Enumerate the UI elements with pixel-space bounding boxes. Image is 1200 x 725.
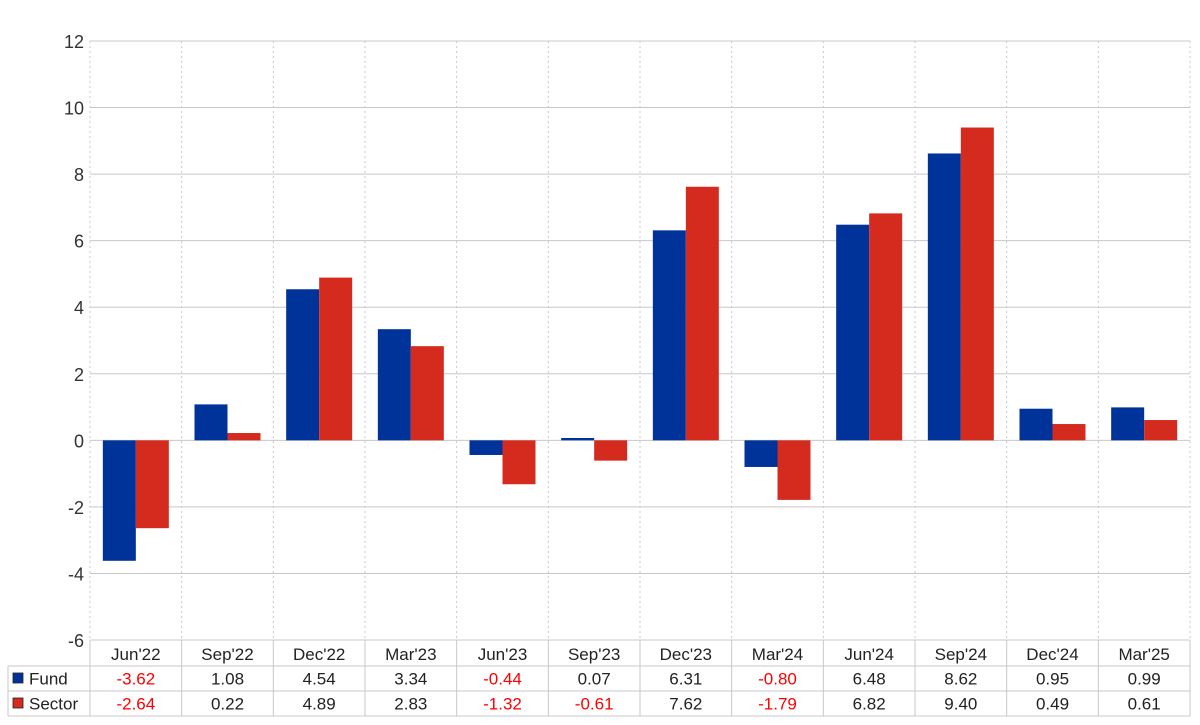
x-tick-label: Sep'24 <box>935 645 987 664</box>
y-tick-label: -6 <box>68 631 84 651</box>
x-tick-label: Sep'22 <box>201 645 253 664</box>
x-tick-label: Dec'24 <box>1026 645 1078 664</box>
bar-sector-1 <box>227 433 261 441</box>
bar-fund-11 <box>1111 407 1145 441</box>
bar-fund-6 <box>652 230 686 441</box>
y-tick-label: 10 <box>64 99 84 119</box>
x-tick-label: Dec'23 <box>660 645 712 664</box>
legend-swatch-sector <box>12 697 24 709</box>
data-label-sector: -2.64 <box>116 695 155 714</box>
data-label-fund: 3.34 <box>394 670 427 689</box>
data-label-fund: 0.07 <box>578 670 611 689</box>
bar-fund-1 <box>194 404 228 441</box>
y-tick-label: 0 <box>74 431 84 451</box>
data-label-fund: 8.62 <box>944 670 977 689</box>
bar-sector-6 <box>685 186 719 441</box>
x-tick-label: Sep'23 <box>568 645 620 664</box>
data-label-fund: 6.48 <box>853 670 886 689</box>
data-label-sector: -1.79 <box>758 695 797 714</box>
data-label-sector: -1.32 <box>483 695 522 714</box>
bar-fund-4 <box>469 440 503 455</box>
y-tick-label: 2 <box>74 365 84 385</box>
bar-sector-2 <box>319 277 353 441</box>
bar-fund-0 <box>102 440 136 561</box>
data-label-fund: 0.95 <box>1036 670 1069 689</box>
x-tick-label: Mar'25 <box>1118 645 1169 664</box>
data-label-sector: -0.61 <box>575 695 614 714</box>
legend-label-fund: Fund <box>29 670 68 689</box>
bar-fund-9 <box>927 153 961 441</box>
bar-sector-4 <box>502 440 536 485</box>
data-label-sector: 0.49 <box>1036 695 1069 714</box>
bar-fund-5 <box>561 438 595 441</box>
bar-fund-3 <box>377 329 411 441</box>
data-label-fund: -0.44 <box>483 670 522 689</box>
data-label-sector: 0.22 <box>211 695 244 714</box>
bar-fund-7 <box>744 440 778 467</box>
y-tick-label: 8 <box>74 165 84 185</box>
x-tick-label: Jun'24 <box>844 645 894 664</box>
data-label-sector: 2.83 <box>394 695 427 714</box>
data-label-fund: 0.99 <box>1128 670 1161 689</box>
bar-fund-2 <box>286 289 320 441</box>
bar-sector-7 <box>777 440 811 500</box>
data-label-sector: 6.82 <box>853 695 886 714</box>
y-tick-label: 12 <box>64 32 84 52</box>
bar-fund-8 <box>836 224 870 441</box>
x-tick-label: Mar'23 <box>385 645 436 664</box>
bar-sector-10 <box>1052 424 1086 441</box>
data-label-sector: 9.40 <box>944 695 977 714</box>
bar-sector-8 <box>869 213 903 441</box>
bar-sector-9 <box>960 127 994 441</box>
x-tick-label: Dec'22 <box>293 645 345 664</box>
bar-sector-11 <box>1144 420 1178 441</box>
x-tick-label: Jun'22 <box>111 645 161 664</box>
bar-sector-0 <box>135 440 169 529</box>
data-label-fund: 1.08 <box>211 670 244 689</box>
bar-sector-3 <box>410 346 444 441</box>
y-tick-label: -2 <box>68 498 84 518</box>
y-tick-label: -4 <box>68 564 84 584</box>
data-label-sector: 7.62 <box>669 695 702 714</box>
data-label-fund: -0.80 <box>758 670 797 689</box>
data-label-sector: 4.89 <box>303 695 336 714</box>
x-tick-label: Jun'23 <box>478 645 528 664</box>
y-tick-label: 6 <box>74 232 84 252</box>
data-label-sector: 0.61 <box>1128 695 1161 714</box>
y-tick-label: 4 <box>74 298 84 318</box>
bar-sector-5 <box>594 440 628 461</box>
data-label-fund: 4.54 <box>303 670 336 689</box>
legend-label-sector: Sector <box>29 695 78 714</box>
x-tick-label: Mar'24 <box>752 645 803 664</box>
legend-swatch-fund <box>12 672 24 684</box>
data-label-fund: -3.62 <box>116 670 155 689</box>
data-label-fund: 6.31 <box>669 670 702 689</box>
bar-fund-10 <box>1019 408 1053 441</box>
